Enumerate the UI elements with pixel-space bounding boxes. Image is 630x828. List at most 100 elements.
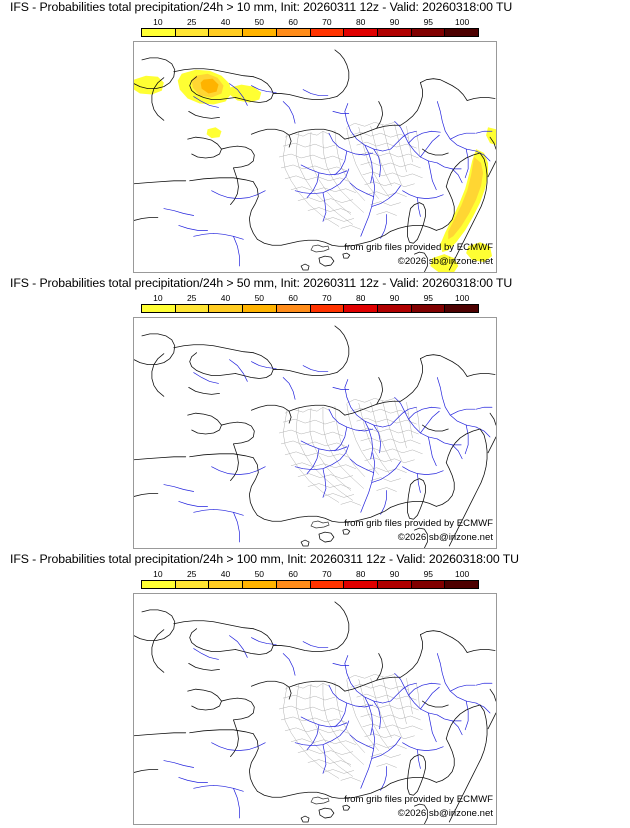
coastline-4 bbox=[187, 412, 222, 435]
coastline-33 bbox=[422, 700, 449, 708]
coastline-12 bbox=[134, 732, 187, 737]
coastline-23 bbox=[189, 76, 236, 100]
colorbar-tick-70: 70 bbox=[322, 293, 332, 303]
forecast-map[interactable]: from grib files provided by ECMWF ©2026 … bbox=[133, 41, 497, 273]
data-source-credit: from grib files provided by ECMWF bbox=[344, 794, 493, 805]
coastline-18 bbox=[448, 704, 488, 823]
colorbar-tick-80: 80 bbox=[355, 293, 366, 303]
river-12 bbox=[349, 182, 375, 198]
coastline-28 bbox=[400, 634, 423, 678]
colorbar-gradient bbox=[141, 28, 479, 37]
coastline-7 bbox=[250, 128, 292, 148]
coastline-35 bbox=[300, 539, 310, 547]
department-border-19 bbox=[376, 211, 397, 216]
forecast-map[interactable]: from grib files provided by ECMWF ©2026 … bbox=[133, 317, 497, 549]
department-border-9 bbox=[340, 777, 361, 782]
department-border-18 bbox=[370, 753, 401, 758]
forecast-panel-0: IFS - Probabilities total precipitation/… bbox=[0, 0, 630, 276]
river-37 bbox=[475, 682, 493, 686]
department-border-25 bbox=[346, 404, 379, 475]
department-border-3 bbox=[280, 440, 348, 448]
coastline-17 bbox=[445, 704, 481, 740]
river-33 bbox=[302, 365, 329, 372]
river-24 bbox=[211, 742, 266, 751]
coastline-11 bbox=[390, 501, 437, 508]
coastline-36 bbox=[342, 528, 351, 535]
river-35 bbox=[380, 766, 387, 791]
river-17 bbox=[408, 406, 441, 420]
coastline-31 bbox=[445, 634, 468, 653]
coastline-5 bbox=[221, 145, 255, 169]
department-border-27 bbox=[370, 126, 392, 186]
river-1 bbox=[390, 682, 417, 702]
department-border-3 bbox=[280, 716, 348, 724]
coastline-21 bbox=[173, 620, 254, 630]
coastline-12 bbox=[134, 180, 187, 185]
river-9 bbox=[322, 744, 327, 774]
colorbar-tick-70: 70 bbox=[322, 569, 332, 579]
department-border-31 bbox=[416, 130, 420, 156]
coastline-6 bbox=[230, 443, 239, 481]
coastline-27 bbox=[134, 333, 176, 365]
river-0 bbox=[344, 379, 391, 428]
coastline-0 bbox=[189, 453, 254, 459]
department-border-21 bbox=[295, 406, 354, 501]
department-border-29 bbox=[394, 124, 407, 173]
coastline-7 bbox=[250, 404, 292, 424]
department-border-7 bbox=[307, 207, 352, 213]
forecast-map[interactable]: from grib files provided by ECMWF ©2026 … bbox=[133, 593, 497, 825]
department-border-11 bbox=[350, 131, 409, 139]
coastline-2 bbox=[256, 790, 333, 798]
coastline-22 bbox=[235, 628, 274, 655]
department-border-10 bbox=[346, 398, 395, 404]
coastline-23 bbox=[189, 352, 236, 376]
coastline-10 bbox=[331, 782, 391, 799]
river-21 bbox=[475, 150, 491, 162]
department-border-2 bbox=[278, 429, 344, 437]
department-border-1 bbox=[282, 418, 336, 425]
river-24 bbox=[211, 466, 266, 475]
coastline-18 bbox=[448, 428, 488, 547]
department-border-9 bbox=[340, 225, 361, 230]
colorbar-swatch-90 bbox=[377, 581, 412, 588]
river-25 bbox=[193, 232, 244, 240]
coastline-30 bbox=[376, 101, 384, 129]
colorbar-swatch-90 bbox=[377, 305, 412, 312]
coastline-17 bbox=[445, 428, 481, 464]
river-3 bbox=[373, 700, 381, 730]
river-35 bbox=[380, 214, 387, 239]
river-14 bbox=[420, 134, 440, 158]
coastline-35 bbox=[300, 263, 310, 271]
river-14 bbox=[420, 410, 440, 434]
department-border-22 bbox=[309, 407, 352, 491]
colorbar-tick-70: 70 bbox=[322, 17, 332, 27]
coastline-21 bbox=[173, 68, 254, 78]
cloud-icon bbox=[309, 794, 331, 805]
river-30 bbox=[229, 359, 248, 382]
river-16 bbox=[428, 712, 437, 743]
coastline-0 bbox=[189, 177, 254, 183]
coastline-29 bbox=[420, 630, 447, 636]
cloud-icon bbox=[309, 518, 331, 529]
coastline-23 bbox=[189, 628, 236, 652]
department-border-17 bbox=[366, 743, 407, 749]
colorbar-swatch-40 bbox=[209, 581, 244, 588]
colorbar-tick-10: 10 bbox=[153, 293, 163, 303]
department-border-19 bbox=[376, 487, 397, 492]
river-36 bbox=[451, 168, 463, 184]
department-border-16 bbox=[364, 733, 415, 739]
coastline-19 bbox=[489, 136, 496, 150]
river-8 bbox=[294, 168, 350, 195]
coastline-15 bbox=[414, 527, 428, 548]
colorbar-tick-80: 80 bbox=[355, 569, 366, 579]
precipitation-shading bbox=[134, 69, 496, 272]
coastline-11 bbox=[390, 225, 437, 232]
department-border-29 bbox=[394, 400, 407, 449]
department-border-8 bbox=[322, 769, 355, 774]
department-border-25 bbox=[346, 680, 379, 751]
river-13 bbox=[394, 396, 438, 440]
coastline-13 bbox=[134, 493, 159, 497]
coastline-9 bbox=[344, 400, 401, 416]
panel-title-2: IFS - Probabilities total precipitation/… bbox=[10, 552, 519, 566]
map-canvas bbox=[134, 49, 496, 272]
